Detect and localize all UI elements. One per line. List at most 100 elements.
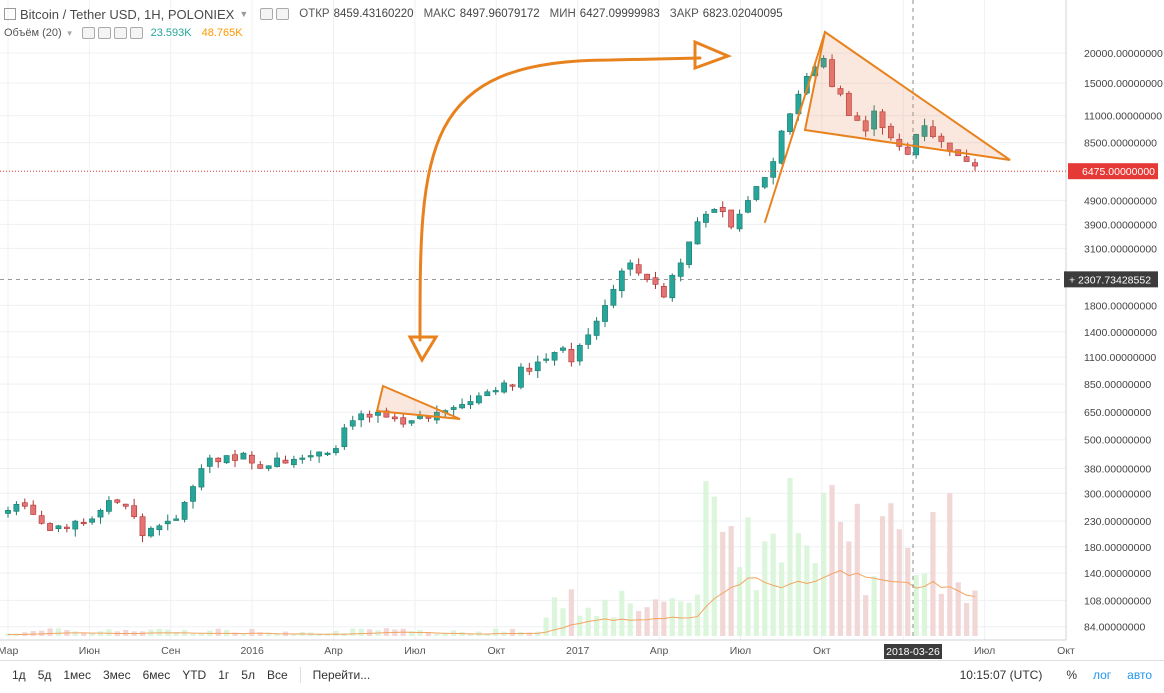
volume-bar (829, 485, 835, 636)
candle (677, 262, 684, 277)
candle (383, 410, 390, 418)
goto-date-button[interactable]: Перейти... (312, 668, 371, 682)
volume-bar (652, 599, 659, 636)
price-tick-label: 3900.00000000 (1084, 219, 1157, 231)
range-ytd[interactable]: YTD (182, 668, 207, 682)
candle (139, 516, 146, 537)
candle (871, 110, 878, 130)
range-1d[interactable]: 1д (12, 668, 26, 682)
volume-bar (703, 481, 709, 636)
volume-bar (30, 631, 36, 636)
candle (518, 366, 524, 388)
candle (770, 161, 777, 178)
clock-time[interactable]: 10:15:07 (UTC) (959, 668, 1043, 682)
volume-bar (795, 533, 802, 636)
volume-value-1: 23.593K (150, 27, 192, 39)
price-tick-label: 300.00000000 (1084, 488, 1151, 500)
range-5y[interactable]: 5л (241, 668, 255, 682)
candle (686, 241, 693, 265)
chevron-down-icon[interactable]: ▼ (65, 28, 74, 38)
volume-bar (123, 629, 129, 636)
candle (761, 177, 768, 188)
candle (148, 527, 154, 537)
volume-bar (854, 503, 860, 636)
volume-bar (190, 633, 196, 636)
symbol-title[interactable]: Bitcoin / Tether USD, 1H, POLONIEX (20, 6, 235, 22)
candle (501, 382, 508, 393)
eye-icon[interactable] (276, 8, 290, 20)
volume-bar (720, 531, 726, 636)
range-1m[interactable]: 1мес (63, 668, 91, 682)
candle (156, 525, 163, 531)
candle (669, 274, 676, 299)
range-1y[interactable]: 1г (218, 668, 230, 682)
volume-bar (568, 589, 574, 636)
volume-bar (383, 628, 389, 636)
volume-bar (215, 628, 221, 636)
percent-toggle[interactable]: % (1066, 668, 1077, 682)
candle (963, 156, 970, 162)
collapse-icon[interactable] (4, 8, 16, 20)
range-all[interactable]: Все (266, 668, 288, 682)
candle (862, 120, 869, 132)
open-value: 8459.43160220 (333, 8, 414, 20)
candle (248, 454, 255, 464)
time-tick-label: Сен (161, 645, 180, 657)
volume-bar (72, 631, 78, 636)
candle (223, 455, 230, 464)
range-3m[interactable]: 3мес (102, 668, 131, 682)
volume-bar (787, 477, 793, 636)
settings-icon[interactable] (97, 27, 111, 39)
range-6m[interactable]: 6мес (142, 668, 171, 682)
candle (509, 384, 516, 387)
volume-label[interactable]: Объём (20) (4, 27, 62, 39)
price-tick-label: 20000.00000000 (1084, 48, 1163, 60)
price-tick-label: 230.00000000 (1084, 516, 1151, 528)
price-tick-label: 1100.00000000 (1084, 352, 1156, 364)
volume-bar (846, 541, 852, 636)
crosshair-price-badge (1064, 271, 1158, 288)
candle (89, 518, 95, 523)
volume-bar (333, 630, 339, 636)
volume-bar (627, 603, 633, 636)
volume-bar (81, 633, 87, 636)
close-icon[interactable] (129, 27, 143, 39)
candle (543, 358, 550, 361)
candle (5, 509, 11, 514)
volume-bar (257, 632, 263, 636)
volume-bar (837, 521, 844, 636)
volume-bar (938, 593, 944, 636)
candle (349, 420, 356, 427)
log-toggle[interactable]: лог (1092, 668, 1112, 682)
low-label: МИН (549, 8, 576, 20)
chevron-down-icon[interactable]: ▼ (239, 9, 249, 19)
candle (787, 113, 793, 133)
settings-icon[interactable] (260, 8, 274, 20)
candle (282, 459, 289, 464)
candle (80, 521, 87, 525)
crosshair-date-label: 2018-03-26 (886, 646, 940, 658)
candle (778, 130, 785, 164)
range-5d[interactable]: 5д (37, 668, 52, 682)
eye-icon[interactable] (81, 27, 95, 39)
plus-icon[interactable] (113, 27, 127, 39)
volume-bar (972, 590, 978, 636)
volume-bar (745, 517, 751, 636)
price-tick-label: 1800.00000000 (1084, 300, 1157, 312)
candle (845, 92, 852, 116)
candle (930, 126, 936, 137)
candle (467, 401, 474, 406)
candle (38, 515, 45, 524)
candle (299, 457, 306, 460)
volume-bar (686, 602, 692, 636)
candle (526, 367, 533, 372)
volume-bar (778, 562, 785, 636)
auto-toggle[interactable]: авто (1127, 668, 1152, 682)
time-tick-label: Июл (730, 645, 751, 657)
candle (711, 209, 718, 213)
candle (198, 468, 205, 488)
candle (97, 509, 104, 518)
volume-bar (821, 492, 827, 636)
